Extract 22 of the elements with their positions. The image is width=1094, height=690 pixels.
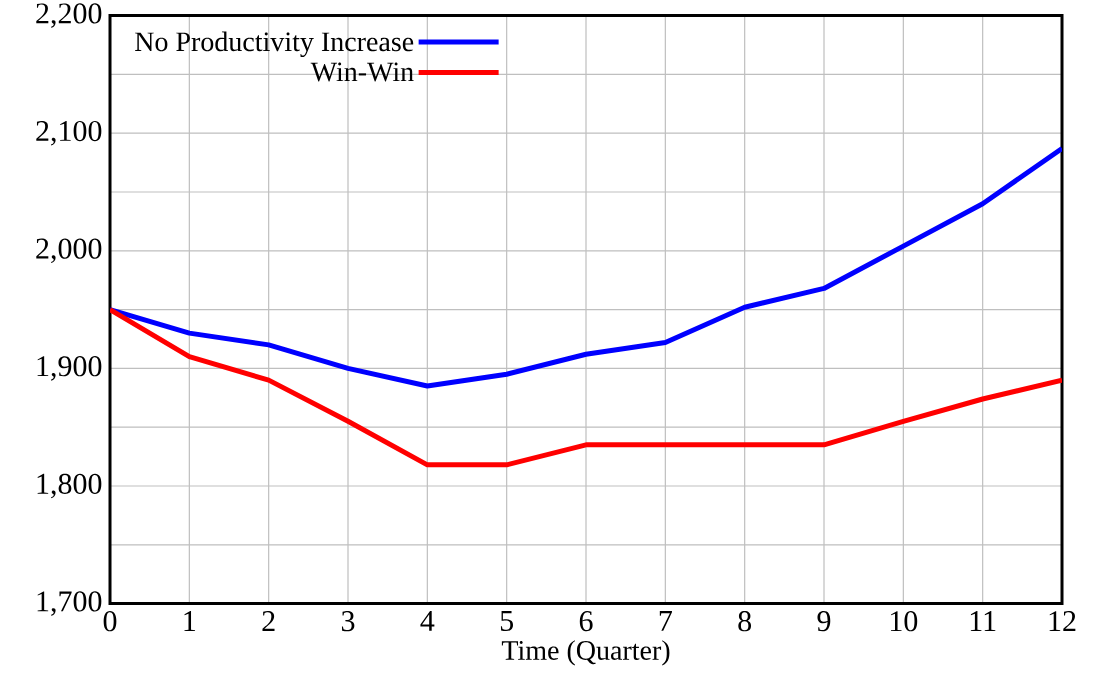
x-tick-label: 5 <box>500 611 513 632</box>
x-tick-label: 9 <box>817 611 831 632</box>
x-tick-label: 7 <box>659 611 672 631</box>
x-axis-title: Time (Quarter) <box>501 640 670 666</box>
x-tick-label: 4 <box>420 611 435 632</box>
y-tick-label: 1,900 <box>37 356 102 381</box>
x-tick-label: 1 <box>184 611 196 632</box>
y-tick-label: 2,000 <box>36 238 102 264</box>
x-tick-label: 0 <box>103 611 117 632</box>
x-tick-label: 3 <box>341 611 355 632</box>
x-tick-label: 8 <box>738 611 752 632</box>
y-tick-label: 2,100 <box>36 121 102 146</box>
legend-label: Win-Win <box>310 62 414 82</box>
y-tick-label: 1,700 <box>37 591 102 617</box>
x-tick-label: 10 <box>890 611 918 632</box>
y-tick-label: 1,800 <box>37 473 102 499</box>
x-tick-label: 11 <box>970 611 996 632</box>
x-tick-label: 6 <box>579 611 593 632</box>
x-tick-label: 2 <box>262 611 275 632</box>
x-tick-label: 12 <box>1049 611 1076 632</box>
legend-label: No Productivity Increase <box>135 31 414 58</box>
y-tick-label: 2,200 <box>36 3 102 29</box>
